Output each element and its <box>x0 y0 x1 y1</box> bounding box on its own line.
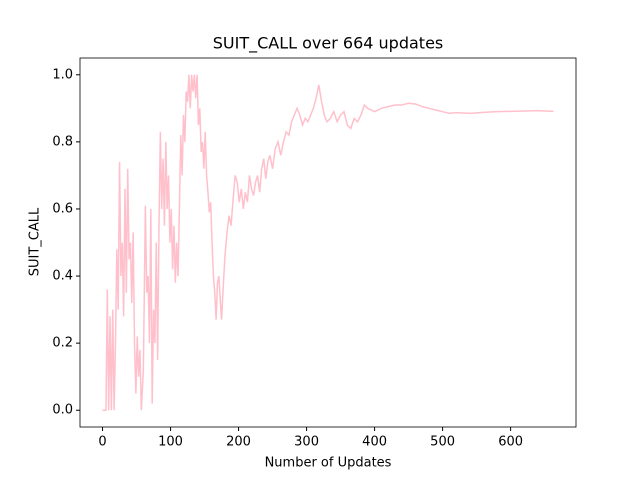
y-tick-label: 0.8 <box>52 134 73 149</box>
y-axis-label: SUIT_CALL <box>28 207 43 276</box>
chart-title: SUIT_CALL over 664 updates <box>213 34 444 54</box>
x-tick-label: 600 <box>498 435 523 450</box>
data-line <box>102 74 554 411</box>
y-tick-label: 0.6 <box>52 201 73 216</box>
x-tick-label: 300 <box>294 435 319 450</box>
y-tick-label: 0.0 <box>52 403 73 418</box>
x-tick-label: 400 <box>362 435 387 450</box>
y-tick-label: 1.0 <box>52 67 73 82</box>
x-tick-label: 0 <box>98 435 106 450</box>
y-tick-label: 0.4 <box>52 269 73 284</box>
x-axis-label: Number of Updates <box>265 456 392 471</box>
y-tick-label: 0.2 <box>52 336 73 351</box>
x-tick-label: 200 <box>226 435 251 450</box>
x-tick-label: 500 <box>430 435 455 450</box>
x-tick-label: 100 <box>158 435 183 450</box>
plot-frame <box>79 57 577 428</box>
